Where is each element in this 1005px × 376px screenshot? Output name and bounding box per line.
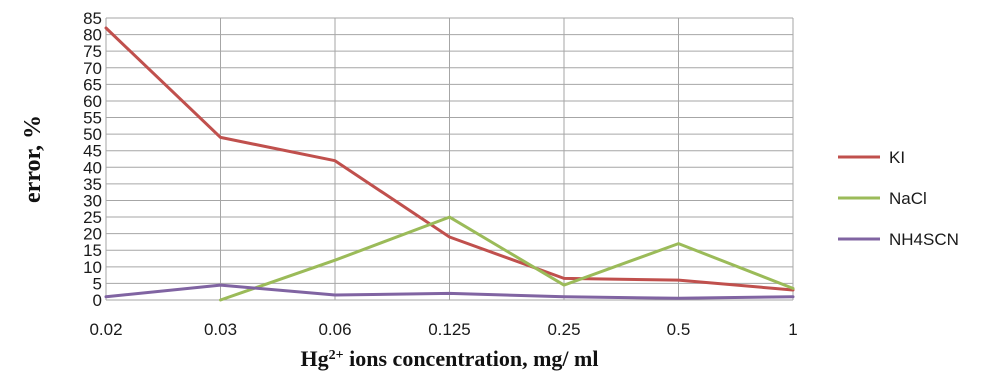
y-tick-label: 40 [83, 158, 102, 177]
y-tick-label: 10 [83, 258, 102, 277]
y-axis-title: error, % [20, 115, 46, 203]
y-tick-label: 35 [83, 175, 102, 194]
x-tick-labels: 0.02 0.03 0.06 0.125 0.25 0.5 1 [89, 320, 797, 339]
y-tick-label: 75 [83, 42, 102, 61]
x-tick-label: 0.125 [428, 320, 471, 339]
gridlines [105, 17, 794, 301]
x-axis-title-suffix: ions concentration, mg/ ml [344, 346, 599, 371]
y-tick-label: 70 [83, 59, 102, 78]
legend-label-ki: KI [889, 148, 905, 167]
series-lines [104, 26, 795, 302]
y-tick-label: 50 [83, 125, 102, 144]
y-tick-label: 15 [83, 241, 102, 260]
x-axis-title: Hg2+ ions concentration, mg/ ml [301, 346, 599, 371]
y-tick-label: 5 [93, 274, 102, 293]
y-tick-label: 80 [83, 26, 102, 45]
x-tick-label: 1 [788, 320, 797, 339]
x-axis-title-superscript: 2+ [329, 348, 344, 363]
series-line-nacl [219, 215, 795, 302]
y-tick-label: 65 [83, 75, 102, 94]
legend: KI NaCl NH4SCN [838, 148, 959, 249]
legend-label-nh4scn: NH4SCN [889, 230, 959, 249]
y-tick-label: 30 [83, 191, 102, 210]
y-tick-label: 25 [83, 208, 102, 227]
y-tick-label: 20 [83, 225, 102, 244]
y-tick-label: 0 [93, 291, 102, 310]
y-tick-label: 45 [83, 142, 102, 161]
y-tick-label: 85 [83, 9, 102, 28]
x-tick-label: 0.02 [89, 320, 122, 339]
x-tick-label: 0.06 [318, 320, 351, 339]
x-tick-label: 0.03 [204, 320, 237, 339]
y-tick-label: 60 [83, 92, 102, 111]
series-line-ki [104, 26, 795, 292]
x-tick-label: 0.25 [547, 320, 580, 339]
series-line-nh4scn [104, 283, 795, 300]
y-tick-label: 55 [83, 109, 102, 128]
legend-label-nacl: NaCl [889, 189, 927, 208]
x-tick-label: 0.5 [667, 320, 691, 339]
x-axis-title-prefix: Hg [301, 346, 329, 371]
